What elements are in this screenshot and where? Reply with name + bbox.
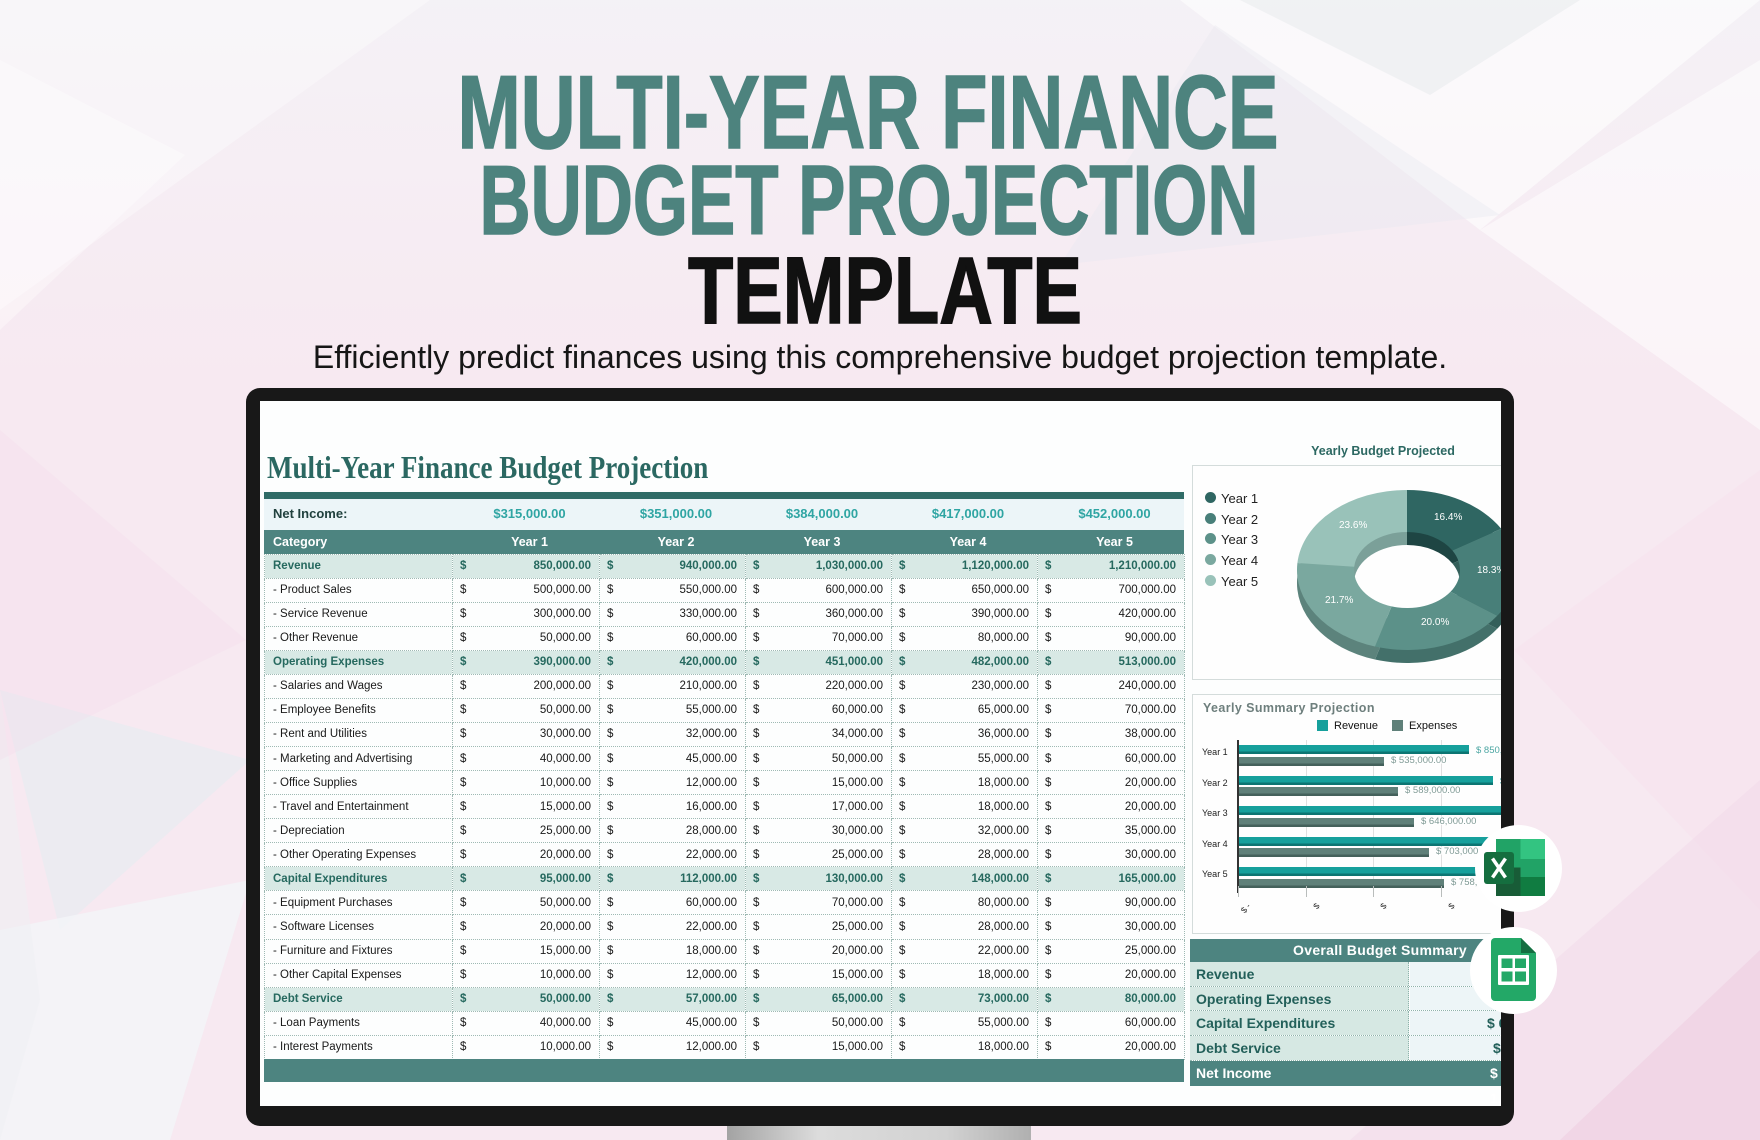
svg-text:MULTI-YEAR FINANCE: MULTI-YEAR FINANCE [458,55,1279,171]
svg-text:BUDGET PROJECTION: BUDGET PROJECTION [480,145,1259,255]
svg-text:TEMPLATE: TEMPLATE [688,238,1082,344]
